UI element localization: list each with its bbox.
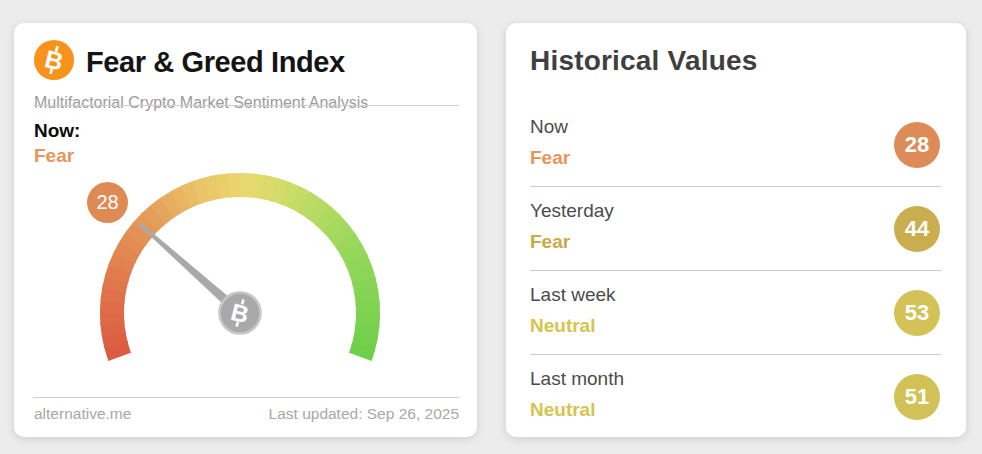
now-classification: Fear [34, 145, 74, 167]
row-value-badge: 44 [894, 206, 940, 252]
widget-subtitle: Multifactorial Crypto Market Sentiment A… [34, 94, 368, 112]
row-value-badge: 28 [894, 122, 940, 168]
fear-greed-gauge: B 28 [80, 163, 400, 377]
historical-rows-list: Now Fear 28 Yesterday Fear 44 Last week … [530, 103, 941, 438]
row-classification: Fear [530, 231, 941, 253]
row-classification: Neutral [530, 399, 941, 421]
gauge-value-badge: 28 [87, 182, 128, 223]
historical-row: Now Fear 28 [530, 103, 941, 187]
gauge-arc: B [80, 163, 400, 377]
last-updated-text: Last updated: Sep 26, 2025 [269, 405, 459, 423]
now-label: Now: [34, 120, 80, 142]
header-divider [33, 105, 459, 106]
historical-row: Yesterday Fear 44 [530, 187, 941, 271]
historical-row: Last week Neutral 53 [530, 271, 941, 355]
row-period-label: Last week [530, 284, 941, 306]
row-classification: Neutral [530, 315, 941, 337]
bitcoin-icon: B [33, 39, 75, 85]
row-period-label: Now [530, 116, 941, 138]
source-link[interactable]: alternative.me [34, 405, 131, 423]
row-classification: Fear [530, 147, 941, 169]
historical-row: Last month Neutral 51 [530, 355, 941, 438]
fear-greed-widget-card: B Fear & Greed Index Multifactorial Cryp… [14, 23, 477, 437]
widget-header: B Fear & Greed Index [33, 39, 345, 85]
row-period-label: Yesterday [530, 200, 941, 222]
row-period-label: Last month [530, 368, 941, 390]
historical-values-card: Historical Values Now Fear 28 Yesterday … [506, 23, 966, 437]
gauge-arc-segment [360, 346, 363, 357]
historical-values-title: Historical Values [530, 45, 758, 77]
widget-footer: alternative.me Last updated: Sep 26, 202… [34, 405, 459, 423]
row-value-badge: 51 [894, 374, 940, 420]
gauge-value: 28 [96, 191, 118, 214]
footer-divider [33, 397, 459, 398]
row-value-badge: 53 [894, 290, 940, 336]
widget-title: Fear & Greed Index [86, 46, 345, 79]
